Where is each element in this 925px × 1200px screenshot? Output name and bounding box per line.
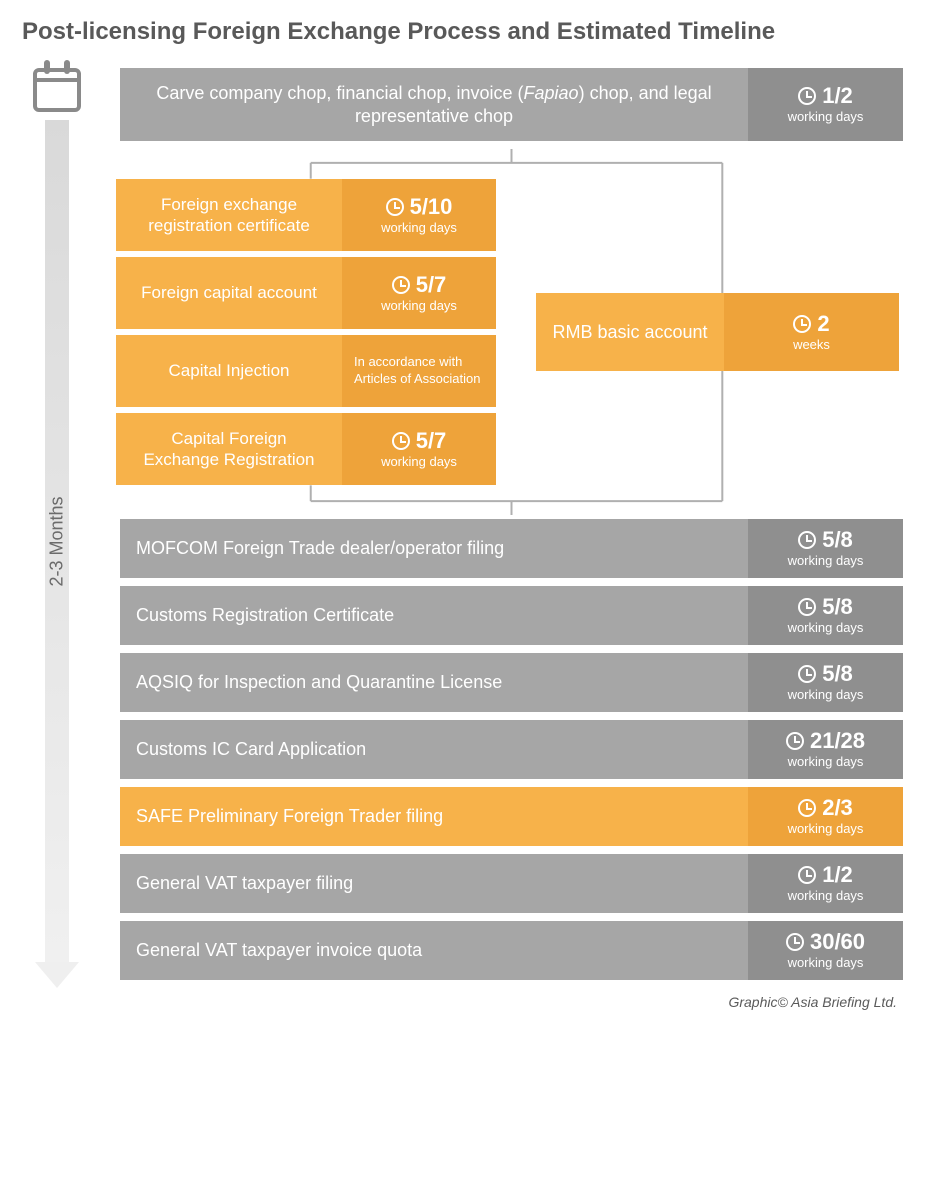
duration-unit: working days	[788, 754, 864, 769]
process-content: Carve company chop, financial chop, invo…	[120, 68, 903, 988]
step-label: General VAT taxpayer filing	[120, 854, 748, 913]
duration-value: 5/8	[822, 663, 853, 685]
clock-icon	[786, 732, 804, 750]
step-label: Customs IC Card Application	[120, 720, 748, 779]
clock-icon	[798, 866, 816, 884]
duration-value: 2/3	[822, 797, 853, 819]
step-label: Capital Injection	[116, 335, 342, 407]
process-step: Customs Registration Certificate 5/8 worki…	[120, 586, 903, 645]
step-duration: 5/8 working days	[748, 519, 903, 578]
timeline-arrow-body: 2-3 Months	[45, 120, 69, 962]
duration-value: 5/7	[416, 274, 447, 296]
clock-icon	[392, 276, 410, 294]
duration-unit: working days	[788, 821, 864, 836]
step-duration: 5/7 working days	[342, 257, 496, 329]
diagram: 2-3 Months Carve company chop, financial…	[22, 68, 903, 988]
step-label: General VAT taxpayer invoice quota	[120, 921, 748, 980]
duration-note: In accordance with Articles of Associati…	[354, 354, 484, 388]
clock-icon	[798, 799, 816, 817]
duration-value: 5/7	[416, 430, 447, 452]
process-step: General VAT taxpayer filing 1/2 working da…	[120, 854, 903, 913]
duration-value: 30/60	[810, 931, 865, 953]
duration-value: 1/2	[822, 85, 853, 107]
text: Carve company chop, financial chop, invo…	[156, 83, 523, 103]
duration-unit: working days	[788, 888, 864, 903]
step-chops: Carve company chop, financial chop, invo…	[120, 68, 903, 141]
duration-unit: working days	[788, 553, 864, 568]
clock-icon	[798, 87, 816, 105]
process-step: Customs IC Card Application 21/28 working …	[120, 720, 903, 779]
clock-icon	[786, 933, 804, 951]
step-duration: In accordance with Articles of Associati…	[342, 335, 496, 407]
duration-value: 1/2	[822, 864, 853, 886]
step-label: MOFCOM Foreign Trade dealer/operator fil…	[120, 519, 748, 578]
step-duration: 1/2 working days	[748, 854, 903, 913]
process-step: SAFE Preliminary Foreign Trader filing2/…	[120, 787, 903, 846]
duration-unit: working days	[381, 298, 457, 313]
duration-value: 5/8	[822, 596, 853, 618]
duration-unit: weeks	[793, 337, 830, 352]
text-italic: Fapiao	[524, 83, 579, 103]
graphic-credit: Graphic© Asia Briefing Ltd.	[22, 994, 903, 1010]
duration-value: 21/28	[810, 730, 865, 752]
duration-unit: working days	[788, 955, 864, 970]
duration-value: 2	[817, 313, 829, 335]
step-duration: 5/8 working days	[748, 586, 903, 645]
timeline-arrow-head	[35, 962, 79, 988]
step-chops-duration: 1/2 working days	[748, 68, 903, 141]
clock-icon	[798, 531, 816, 549]
step-duration: 30/60 working days	[748, 921, 903, 980]
calendar-icon	[33, 68, 81, 112]
bottom-steps: MOFCOM Foreign Trade dealer/operator fil…	[120, 519, 903, 980]
step-label: Foreign exchange registration certificat…	[116, 179, 342, 251]
duration-unit: working days	[788, 620, 864, 635]
step-label: Capital Foreign Exchange Registration	[116, 413, 342, 485]
branch-left-step: Capital Foreign Exchange Registration5/7…	[116, 413, 496, 485]
step-rmb-account: RMB basic account 2 weeks	[536, 293, 899, 371]
duration-value: 5/8	[822, 529, 853, 551]
page-title: Post-licensing Foreign Exchange Process …	[22, 18, 903, 46]
branch-section: Foreign exchange registration certificat…	[120, 149, 903, 515]
step-label: SAFE Preliminary Foreign Trader filing	[120, 787, 748, 846]
process-step: MOFCOM Foreign Trade dealer/operator fil…	[120, 519, 903, 578]
step-rmb-label: RMB basic account	[536, 293, 724, 371]
step-duration: 5/8 working days	[748, 653, 903, 712]
branch-right: RMB basic account 2 weeks	[536, 179, 903, 485]
branch-left-step: Capital Injection In accordance with Arti…	[116, 335, 496, 407]
timeline-duration-label: 2-3 Months	[47, 496, 68, 586]
step-rmb-duration: 2 weeks	[724, 293, 899, 371]
clock-icon	[392, 432, 410, 450]
process-step: General VAT taxpayer invoice quota 30/60 w…	[120, 921, 903, 980]
clock-icon	[386, 198, 404, 216]
step-chops-label: Carve company chop, financial chop, invo…	[120, 68, 748, 141]
step-label: Foreign capital account	[116, 257, 342, 329]
timeline-column: 2-3 Months	[22, 68, 92, 988]
branch-left-step: Foreign exchange registration certificat…	[116, 179, 496, 251]
duration-unit: working days	[381, 220, 457, 235]
duration-value: 5/10	[410, 196, 453, 218]
branch-left-step: Foreign capital account 5/7 working days	[116, 257, 496, 329]
duration-unit: working days	[788, 687, 864, 702]
duration-unit: working days	[381, 454, 457, 469]
clock-icon	[798, 665, 816, 683]
branch-left: Foreign exchange registration certificat…	[116, 179, 496, 485]
clock-icon	[798, 598, 816, 616]
step-duration: 2/3 working days	[748, 787, 903, 846]
step-duration: 5/10 working days	[342, 179, 496, 251]
step-duration: 5/7 working days	[342, 413, 496, 485]
step-duration: 21/28 working days	[748, 720, 903, 779]
step-label: AQSIQ for Inspection and Quarantine Lice…	[120, 653, 748, 712]
clock-icon	[793, 315, 811, 333]
step-label: Customs Registration Certificate	[120, 586, 748, 645]
duration-unit: working days	[788, 109, 864, 124]
process-step: AQSIQ for Inspection and Quarantine Lice…	[120, 653, 903, 712]
